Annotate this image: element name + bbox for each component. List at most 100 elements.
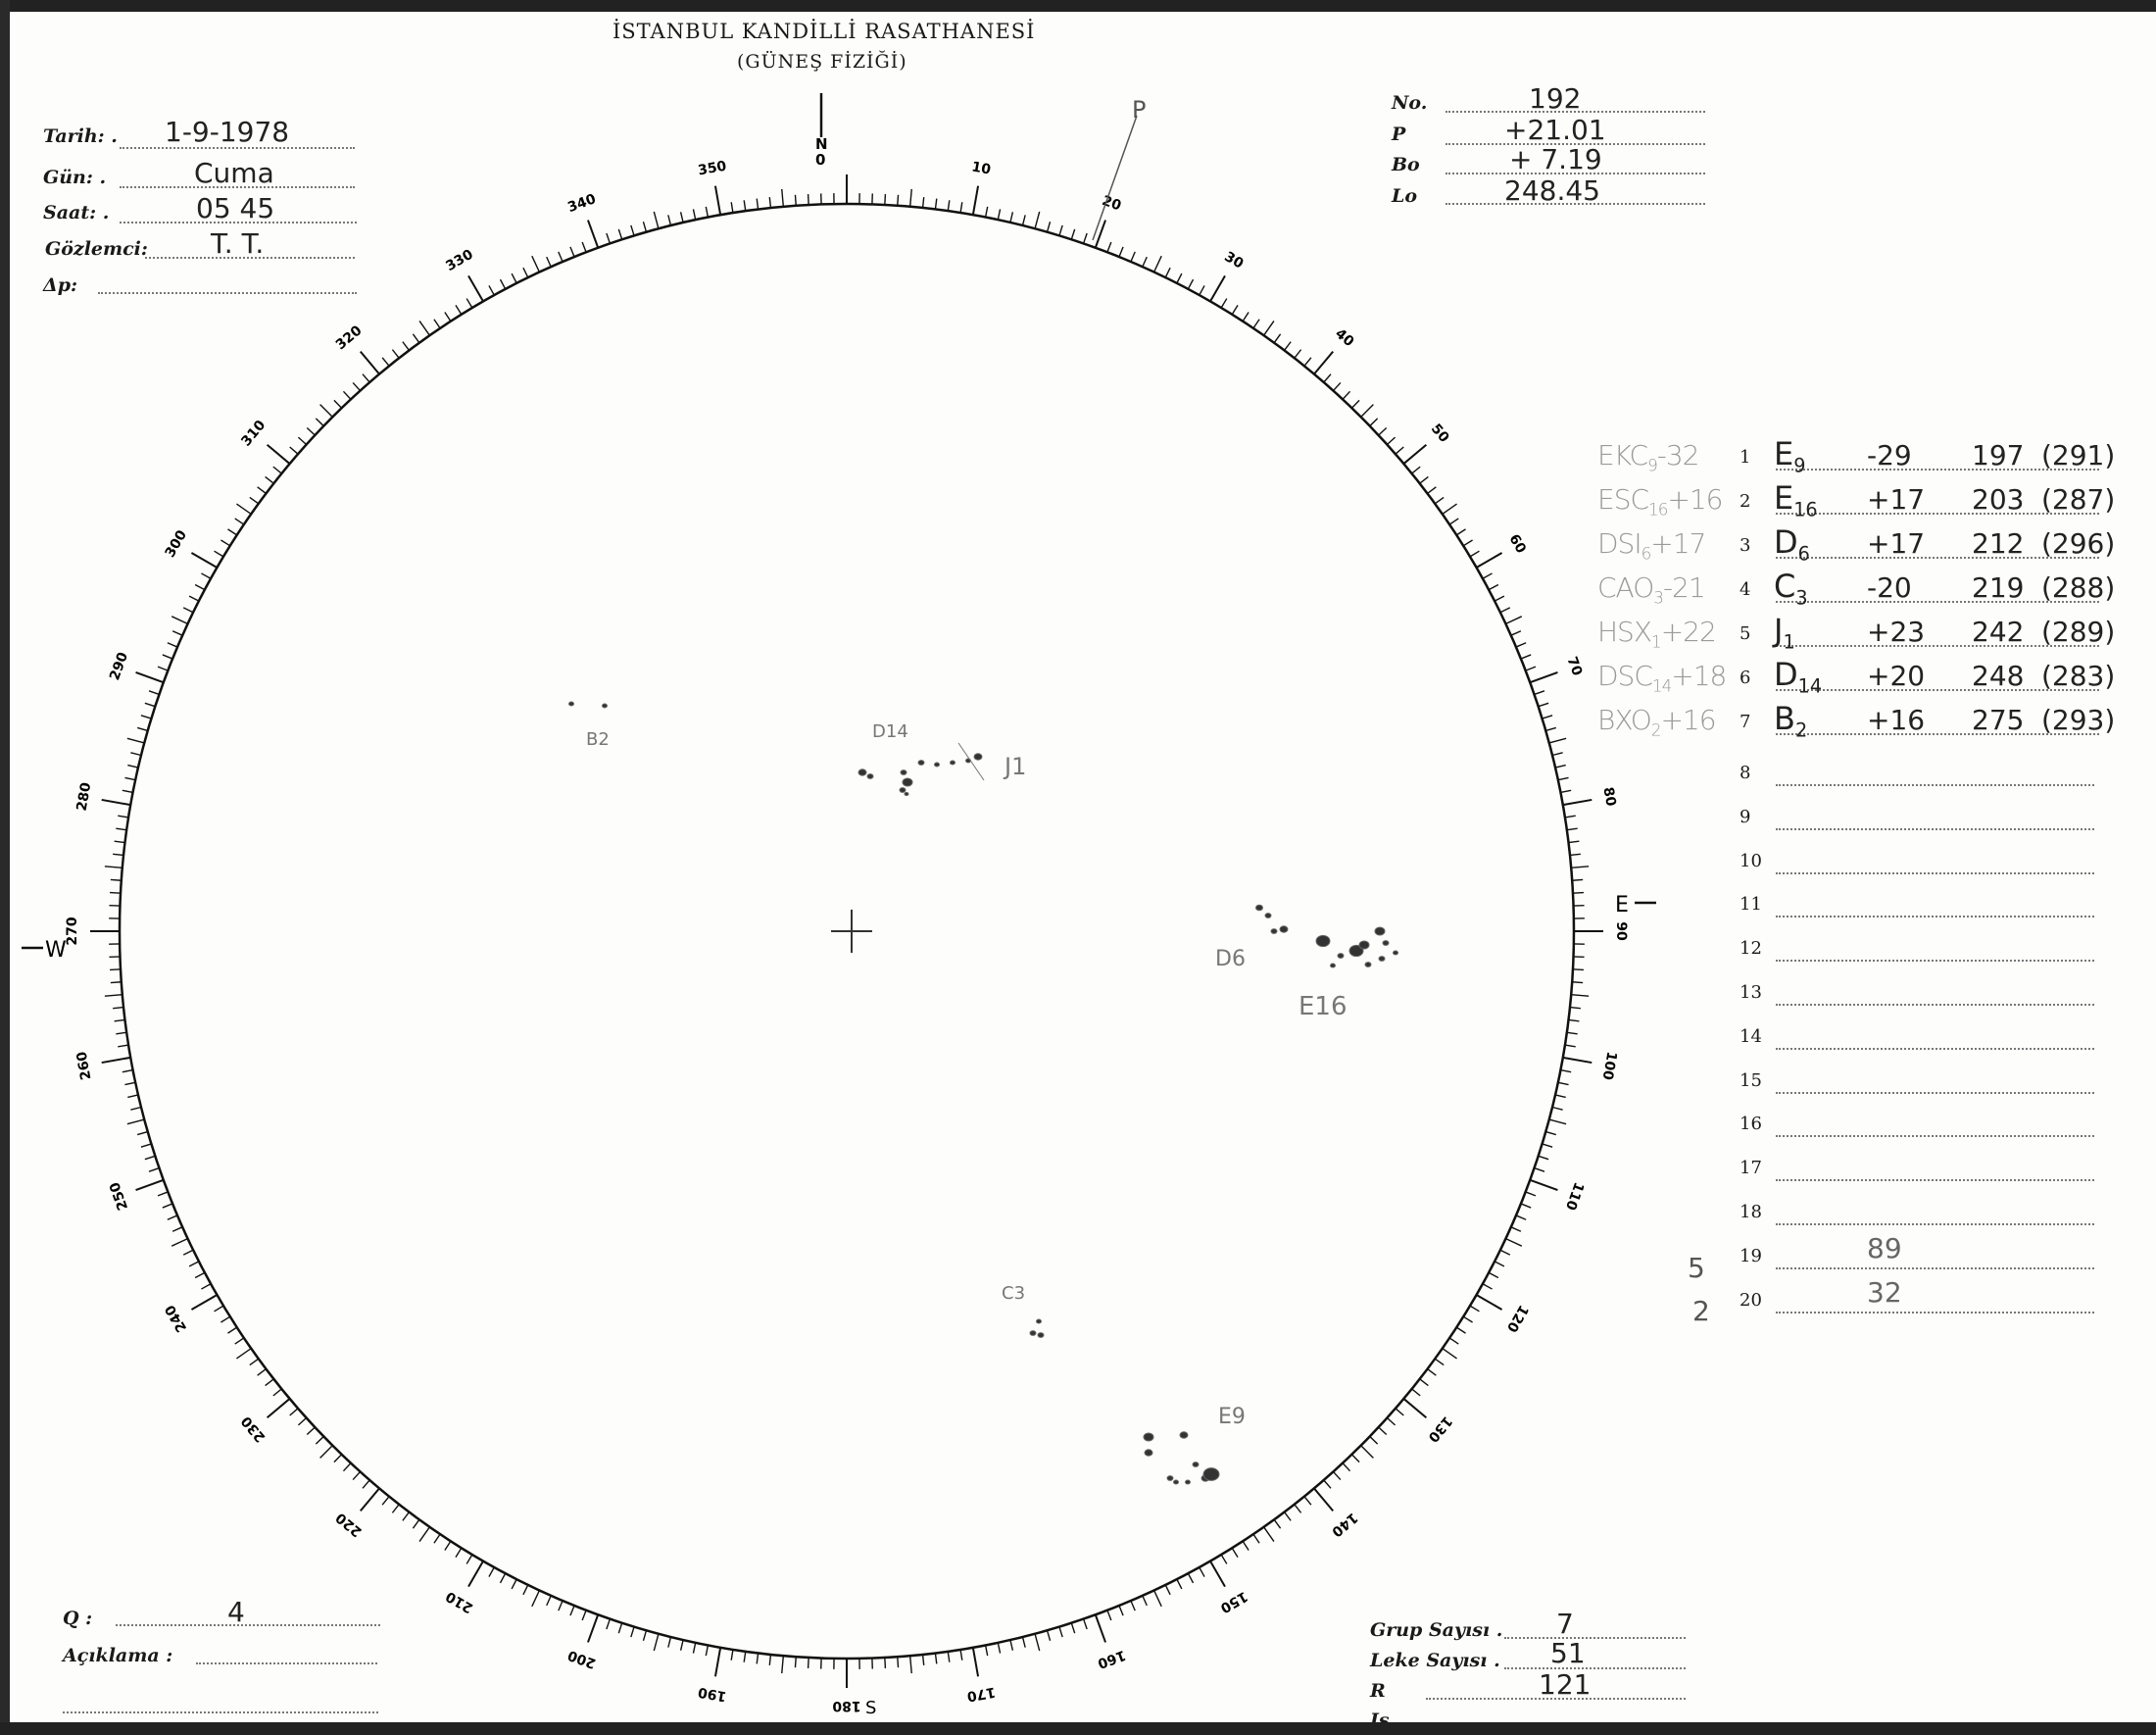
degree-tick xyxy=(113,853,124,857)
degree-tick xyxy=(1462,1315,1473,1323)
group-longitude: 275 xyxy=(1972,704,2025,736)
degree-tick xyxy=(884,193,887,206)
leke-sayisi-value: 51 xyxy=(1550,1637,1586,1669)
field-line xyxy=(1446,111,1705,113)
degree-tick xyxy=(1476,552,1503,569)
degree-tick xyxy=(1569,1006,1581,1010)
degree-tick xyxy=(1499,607,1511,614)
sunspot xyxy=(1185,1479,1191,1485)
degree-tick xyxy=(101,1056,131,1065)
degree-tick xyxy=(488,285,495,296)
degree-tick xyxy=(1142,1595,1148,1607)
degree-tick xyxy=(581,241,587,253)
degree-tick xyxy=(569,246,575,258)
degree-tick xyxy=(466,298,473,309)
degree-tick xyxy=(569,1605,575,1616)
degree-tick xyxy=(934,198,938,210)
degree-tick xyxy=(1263,321,1275,336)
degree-label: 150 xyxy=(1217,1588,1250,1616)
row-line xyxy=(1776,960,2094,963)
degree-tick xyxy=(1545,726,1557,732)
degree-tick xyxy=(118,1044,129,1048)
degree-tick xyxy=(768,1654,772,1665)
sunspot xyxy=(900,769,907,775)
degree-label: 300 xyxy=(163,527,191,561)
q-value: 4 xyxy=(227,1596,245,1628)
degree-tick xyxy=(1566,827,1578,831)
degree-tick xyxy=(1046,221,1052,232)
degree-tick xyxy=(444,312,452,322)
degree-tick xyxy=(289,1408,299,1416)
degree-tick xyxy=(1378,1426,1388,1436)
degree-label: 80 xyxy=(1599,786,1618,808)
degree-tick xyxy=(705,206,710,218)
row-line xyxy=(1776,1091,2094,1094)
param-label-bo: Bo xyxy=(1392,154,1420,175)
degree-tick xyxy=(249,1358,260,1366)
param-value-bo: + 7.19 xyxy=(1509,143,1602,175)
row-line xyxy=(1776,1047,2094,1050)
degree-tick xyxy=(167,1214,178,1220)
param-value-p: +21.01 xyxy=(1504,114,1606,146)
degree-tick xyxy=(162,1203,173,1209)
degree-tick xyxy=(402,1512,411,1521)
grup-sayisi-value: 7 xyxy=(1556,1608,1574,1640)
degree-tick xyxy=(1378,426,1388,436)
solar-limb xyxy=(118,202,1576,1661)
degree-tick xyxy=(768,197,772,209)
degree-tick xyxy=(1566,1031,1578,1035)
degree-tick xyxy=(1572,981,1584,984)
degree-tick xyxy=(144,702,156,708)
degree-tick xyxy=(1548,737,1567,744)
degree-tick xyxy=(1323,373,1332,383)
group-label-e16: E16 xyxy=(1298,992,1348,1021)
degree-tick xyxy=(1273,333,1282,344)
degree-tick xyxy=(730,1649,734,1661)
degree-tick xyxy=(1386,1416,1396,1426)
degree-tick xyxy=(730,202,734,214)
group-latitude: +16 xyxy=(1867,704,1926,736)
degree-tick xyxy=(1525,1191,1537,1197)
field-line xyxy=(145,257,355,259)
degree-tick xyxy=(1562,798,1592,807)
degree-tick xyxy=(1568,840,1580,844)
mcintosh-class: CAO3-21 xyxy=(1597,571,1706,608)
degree-tick xyxy=(391,1504,400,1513)
group-latitude: +17 xyxy=(1867,483,1926,516)
degree-tick xyxy=(122,1068,133,1073)
degree-tick xyxy=(122,789,133,794)
group-id: C3 xyxy=(1774,568,1808,610)
degree-tick xyxy=(1187,1572,1195,1584)
degree-scale xyxy=(90,174,1603,1688)
field-line xyxy=(116,1624,380,1626)
degree-tick xyxy=(1542,1143,1553,1148)
degree-tick xyxy=(289,446,299,455)
degree-tick xyxy=(418,1526,430,1542)
group-cmd: (288) xyxy=(2041,571,2116,604)
degree-tick xyxy=(124,1081,136,1086)
degree-tick xyxy=(167,642,178,648)
sunspot xyxy=(1202,1467,1220,1481)
degree-tick xyxy=(1231,1547,1239,1558)
degree-tick xyxy=(1294,1504,1302,1513)
group-id: D6 xyxy=(1774,523,1810,566)
degree-tick xyxy=(148,1166,160,1172)
param-value-no: 192 xyxy=(1529,82,1582,115)
degree-label: 310 xyxy=(238,418,269,450)
field-value-saat: 05 45 xyxy=(196,192,275,224)
degree-tick xyxy=(1209,274,1226,302)
mcintosh-class: DSI6+17 xyxy=(1597,527,1706,564)
degree-tick xyxy=(362,373,370,383)
degree-tick xyxy=(1494,1261,1505,1267)
degree-tick xyxy=(1542,715,1553,719)
north-label: N xyxy=(815,135,828,153)
degree-tick xyxy=(136,726,148,732)
degree-tick xyxy=(1494,595,1505,602)
row-number: 18 xyxy=(1740,1202,1762,1222)
degree-tick xyxy=(418,321,430,336)
degree-tick xyxy=(1557,776,1569,781)
degree-tick xyxy=(391,349,400,359)
degree-tick xyxy=(266,444,291,465)
degree-tick xyxy=(756,198,760,210)
